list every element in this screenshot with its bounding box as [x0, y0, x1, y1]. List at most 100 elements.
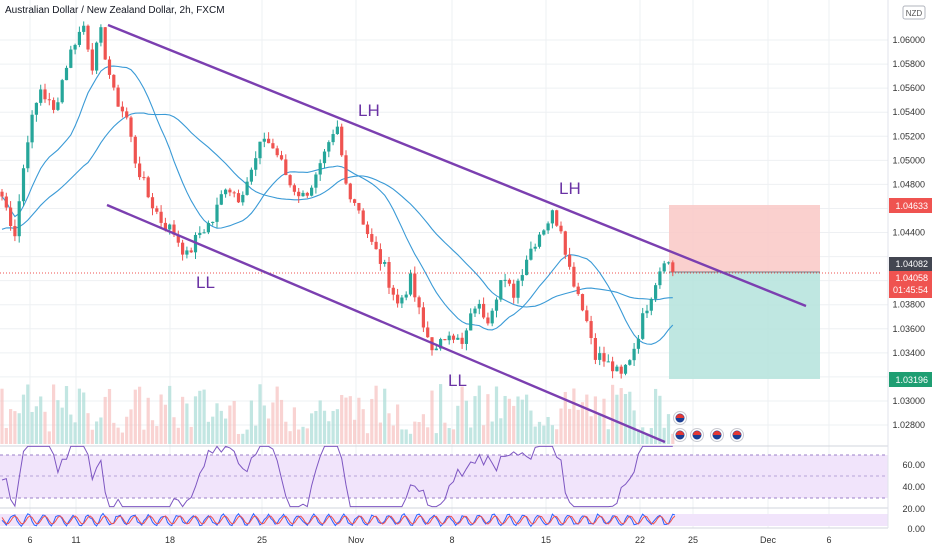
stoch-k-line — [1, 512, 676, 528]
rsi-axis-label-40: 40.00 — [902, 482, 925, 492]
volume-bar — [232, 400, 236, 444]
volume-bar — [47, 431, 51, 444]
event-icon[interactable] — [673, 428, 687, 442]
candle-body — [275, 148, 279, 156]
currency-badge-label: NZD — [906, 9, 923, 18]
volume-bar — [533, 426, 537, 444]
candle-body — [482, 303, 486, 318]
candle-body — [365, 224, 370, 235]
volume-bar — [378, 422, 382, 444]
candle-body — [133, 136, 137, 164]
candle-body — [555, 210, 559, 226]
candle-body — [176, 234, 180, 243]
candle-body — [611, 361, 615, 372]
volume-bar — [327, 421, 331, 444]
volume-bar — [103, 396, 107, 444]
volume-bar — [163, 404, 167, 444]
volume-bar — [460, 386, 464, 444]
currency-badge[interactable]: NZD — [902, 5, 926, 20]
volume-bar — [4, 427, 8, 444]
stop-loss-zone[interactable] — [669, 205, 820, 272]
volume-bar — [404, 429, 408, 444]
time-tick-label: 8 — [449, 535, 454, 545]
candle-body — [310, 187, 314, 196]
candle-body — [344, 155, 348, 184]
take-profit-zone[interactable] — [669, 272, 820, 379]
upper-channel-line[interactable] — [107, 23, 807, 308]
candle-body — [580, 294, 585, 311]
candle-body — [641, 313, 645, 339]
candle-body — [284, 159, 288, 176]
candle-body — [69, 49, 73, 68]
volume-bar — [542, 425, 546, 444]
volume-bar — [215, 403, 219, 444]
stop-price-label: 1.04633 — [895, 201, 928, 211]
price-tick-label: 1.03800 — [892, 300, 925, 310]
volume-bar — [172, 417, 176, 444]
volume-bar — [666, 414, 671, 444]
candle-body — [662, 263, 666, 272]
volume-bar — [64, 386, 69, 444]
time-tick-label: 6 — [27, 535, 32, 545]
candle-body — [598, 353, 602, 360]
volume-bars — [0, 384, 675, 444]
volume-bar — [155, 426, 159, 444]
price-tick-label: 1.05800 — [892, 59, 925, 69]
volume-bar — [641, 427, 645, 444]
time-tick-label: 15 — [541, 535, 551, 545]
volume-bar — [421, 414, 425, 444]
volume-bar — [387, 413, 391, 444]
time-tick-label: 11 — [71, 535, 80, 545]
candle-body — [95, 42, 99, 71]
candle-body — [516, 280, 520, 298]
lower-channel-line[interactable] — [106, 203, 666, 444]
candle-body — [602, 353, 606, 362]
volume-bar — [632, 410, 636, 444]
volume-bar — [258, 384, 262, 444]
annotation-lh-left[interactable]: LH — [358, 101, 380, 120]
volume-bar — [654, 388, 658, 444]
volume-bar — [503, 395, 507, 444]
time-axis[interactable]: 6 11 18 25 Nov 8 15 22 25 Dec 6 — [27, 535, 831, 545]
candle-body — [279, 155, 284, 160]
price-tick-label: 1.05000 — [892, 155, 925, 165]
candle-body — [563, 231, 567, 255]
price-tick-label: 1.02800 — [892, 420, 925, 430]
volume-bar — [9, 409, 13, 444]
volume-bar — [146, 397, 150, 444]
volume-bar — [451, 429, 456, 444]
candle-body — [503, 279, 507, 281]
annotation-ll-left[interactable]: LL — [196, 273, 215, 292]
event-icon[interactable] — [690, 428, 704, 442]
candle-body — [4, 196, 8, 208]
candle-body — [90, 49, 94, 71]
annotation-ll-bottom[interactable]: LL — [448, 371, 467, 390]
event-icon[interactable] — [673, 411, 687, 425]
volume-bar — [396, 404, 400, 444]
volume-bar — [426, 427, 430, 444]
volume-bar — [176, 427, 180, 444]
event-icon[interactable] — [730, 428, 744, 442]
candle-body — [654, 285, 658, 299]
volume-bar — [168, 385, 172, 444]
volume-bar — [26, 384, 30, 444]
candle-body — [512, 283, 516, 298]
candle-body — [623, 364, 628, 374]
volume-bar — [434, 433, 438, 444]
candle-body — [125, 111, 129, 118]
annotation-lh-right[interactable]: LH — [559, 179, 581, 198]
volume-bar — [305, 428, 309, 444]
event-icon[interactable] — [710, 428, 724, 442]
volume-bar — [370, 398, 374, 444]
volume-bar — [13, 411, 17, 444]
time-tick-label: 25 — [257, 535, 267, 545]
candle-body — [112, 74, 116, 88]
last-price-label: 1.04058 — [895, 273, 928, 283]
volume-bar — [361, 409, 365, 444]
volume-bar — [365, 433, 370, 444]
volume-bar — [112, 422, 116, 444]
price-tick-label: 1.03600 — [892, 324, 925, 334]
volume-bar — [43, 411, 47, 444]
